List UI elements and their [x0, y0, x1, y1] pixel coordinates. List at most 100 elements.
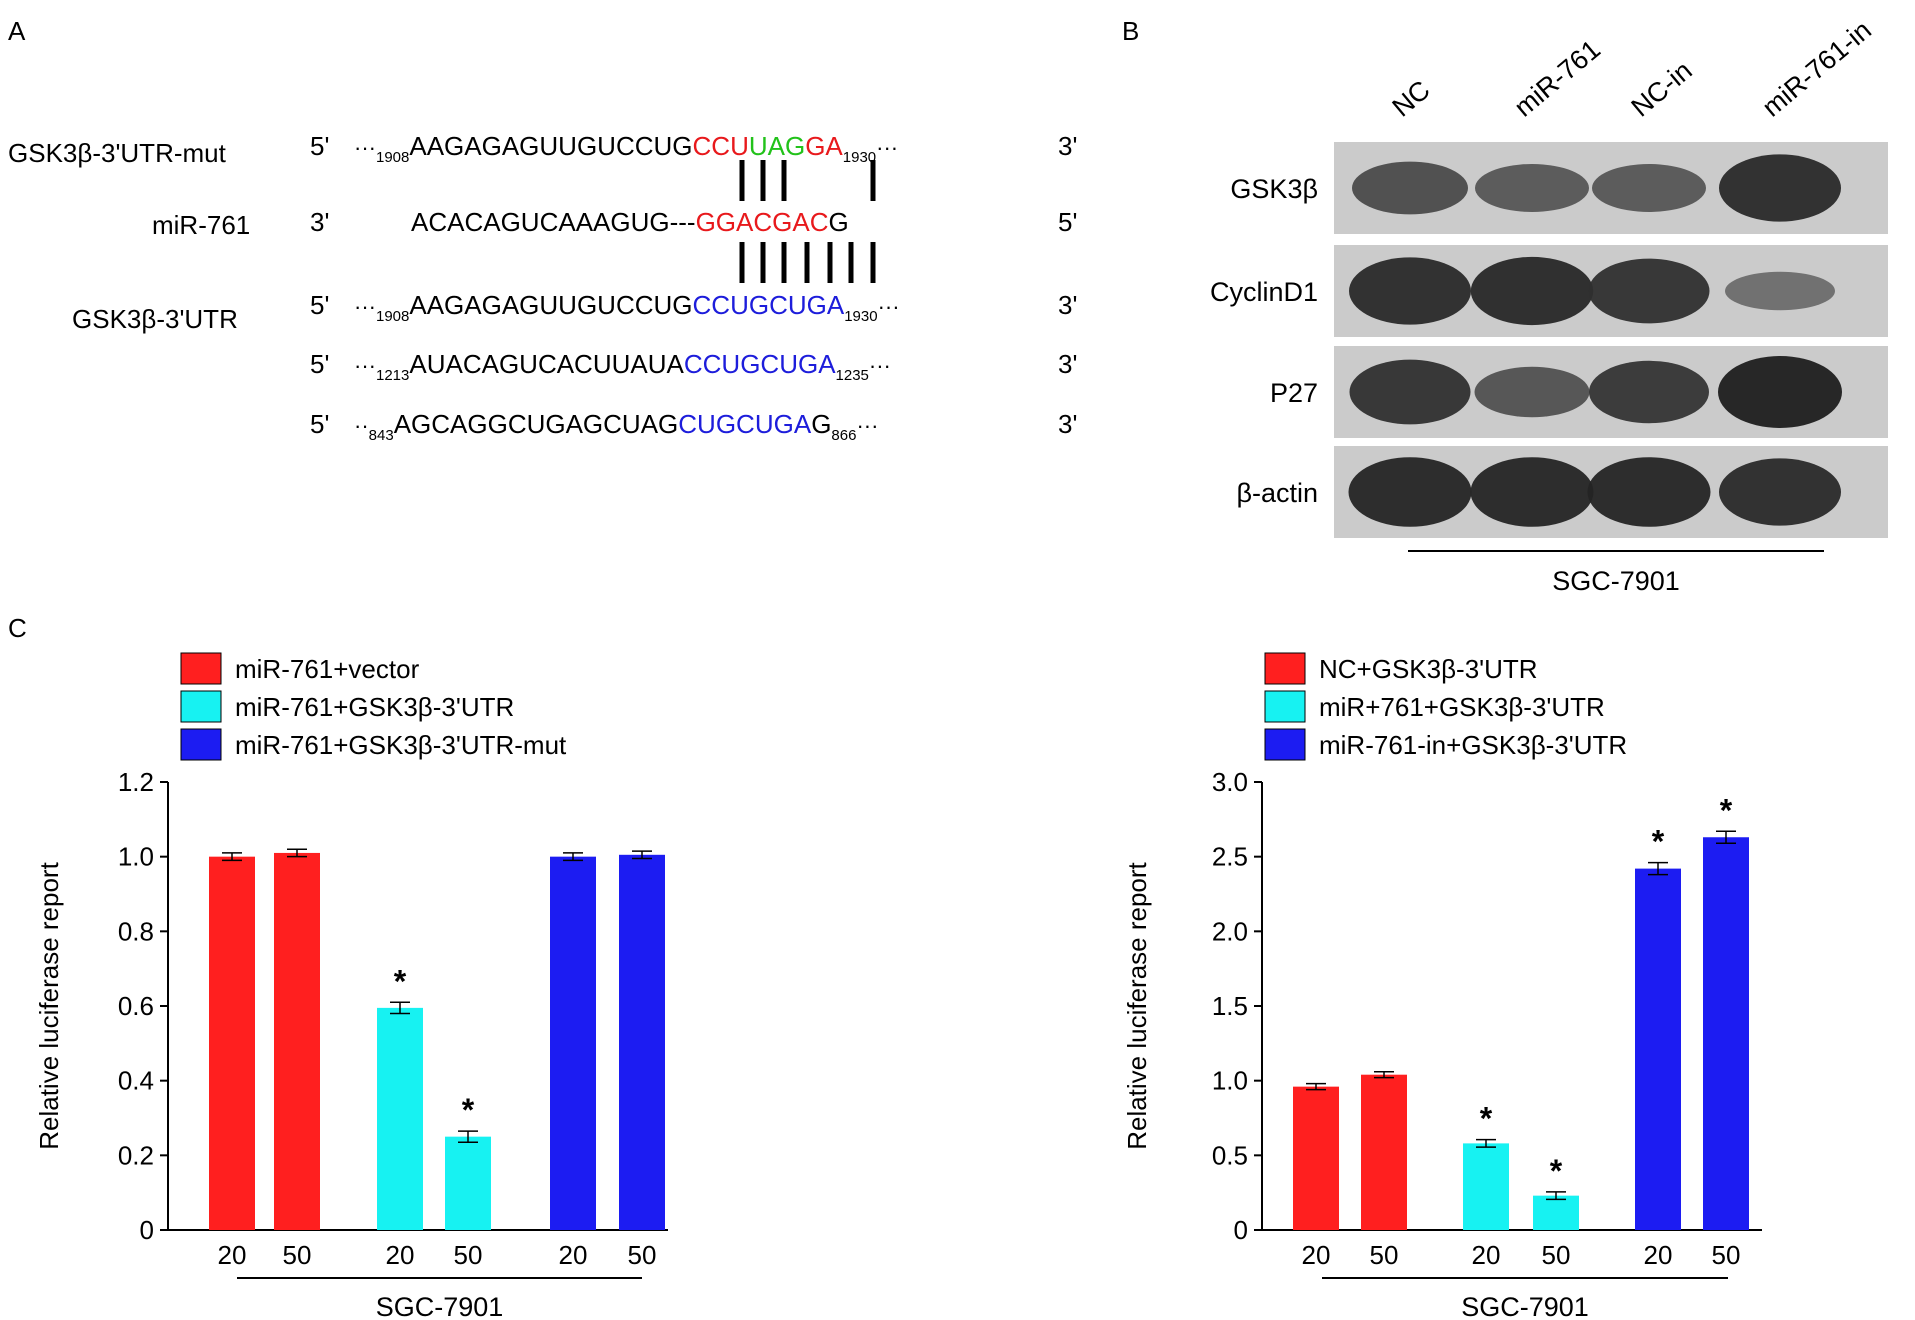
sequence-segment: GA: [805, 131, 843, 161]
blot-band: [1718, 356, 1842, 428]
y-tick-label: 2.0: [1212, 916, 1248, 946]
panel-label-a: A: [8, 16, 26, 46]
legend-label: miR-761+vector: [235, 654, 420, 684]
legend-swatch: [180, 690, 222, 723]
lane-label-mir-761-in: miR-761-in: [1757, 15, 1877, 123]
sequence-segment: CCUGCUGA: [684, 349, 836, 379]
y-tick-label: 0.6: [118, 991, 154, 1021]
bar: [619, 854, 665, 1230]
five-prime-row2: 3': [310, 207, 329, 237]
panel-b-western-blot: NC miR-761 NC-in miR-761-in GSK3β CyclinD1 P27…: [1210, 15, 1888, 596]
legend-swatch: [1264, 690, 1306, 723]
position-start: 1908: [376, 308, 409, 325]
y-tick-label: 1.5: [1212, 991, 1248, 1021]
protein-label: β-actin: [1236, 478, 1318, 508]
bar: [1703, 837, 1749, 1230]
lane-label-mir-761: miR-761: [1509, 34, 1606, 123]
bar: [1635, 868, 1681, 1230]
legend-label: miR-761+GSK3β-3'UTR-mut: [235, 730, 567, 760]
sequence-row-utr-843: ··843AGCAGGCUGAGCUAGCUGCUGAG866···: [354, 409, 878, 444]
legend-swatch: [180, 728, 222, 761]
protein-label: GSK3β: [1230, 174, 1318, 204]
sequence-segment: CUGCUGA: [678, 409, 812, 439]
ellipsis-end: ···: [869, 353, 891, 378]
bar: [550, 856, 596, 1230]
protein-label: P27: [1270, 378, 1318, 408]
five-prime-row4: 5': [310, 349, 329, 379]
y-tick-label: 0: [1234, 1215, 1248, 1245]
bar: [1361, 1074, 1407, 1230]
sequence-segment: GGACGAC: [696, 207, 829, 237]
x-tick-label: 20: [1302, 1240, 1331, 1270]
sequence-segment: G: [811, 409, 831, 439]
x-tick-label: 50: [1542, 1240, 1571, 1270]
y-tick-label: 1.0: [118, 842, 154, 872]
legend-label: miR-761+GSK3β-3'UTR: [235, 692, 514, 722]
blot-band: [1719, 458, 1841, 526]
significance-marker: *: [1550, 1153, 1563, 1189]
sequence-segment: AGCAGGCUGAGCUAG: [394, 409, 679, 439]
position-start: 1213: [376, 367, 409, 384]
bar: [274, 852, 320, 1230]
panel-c-right-chart: NC+GSK3β-3'UTR miR+761+GSK3β-3'UTR miR-761…: [1122, 652, 1762, 1320]
y-tick-label: 0.4: [118, 1066, 154, 1096]
row-label-mut: GSK3β-3'UTR-mut: [8, 138, 227, 168]
ellipsis-end: ···: [856, 413, 878, 438]
position-start: 1908: [376, 149, 409, 166]
sequence-segment: UAG: [749, 131, 805, 161]
sequence-row-mut: ···1908AAGAGAGUUGUCCUGCCUUAGGA1930···: [354, 131, 898, 166]
significance-marker: *: [462, 1092, 475, 1128]
blot-band: [1719, 154, 1841, 222]
sequence-segment: AAGAGAGUUGUCCUG: [409, 131, 692, 161]
cell-line-label: SGC-7901: [1552, 566, 1680, 596]
x-tick-label: 50: [454, 1240, 483, 1270]
panel-a-sequence-alignment: GSK3β-3'UTR-mut miR-761 GSK3β-3'UTR 5' 3…: [8, 131, 1077, 444]
blot-band: [1470, 457, 1594, 527]
blot-band: [1589, 360, 1709, 424]
y-axis-label: Relative luciferase report: [34, 861, 64, 1149]
position-end: 1930: [844, 308, 877, 325]
three-prime-row1: 3': [1058, 131, 1077, 161]
legend-label: miR+761+GSK3β-3'UTR: [1319, 692, 1605, 722]
x-tick-label: 20: [386, 1240, 415, 1270]
panel-label-b: B: [1122, 16, 1139, 46]
y-tick-label: 0.5: [1212, 1140, 1248, 1170]
x-tick-label: 50: [1712, 1240, 1741, 1270]
blot-band: [1475, 164, 1589, 212]
three-prime-row4: 3': [1058, 349, 1077, 379]
sequence-row-mir761: ACACAGUCAAAGUG---GGACGACG: [411, 207, 849, 237]
blot-band: [1348, 457, 1472, 527]
y-tick-label: 2.5: [1212, 842, 1248, 872]
sequence-segment: G: [829, 207, 849, 237]
significance-marker: *: [1652, 824, 1665, 860]
panel-c-left-chart: miR-761+vector miR-761+GSK3β-3'UTR miR-761…: [34, 652, 668, 1320]
y-tick-label: 1.0: [1212, 1066, 1248, 1096]
three-prime-row5: 3': [1058, 409, 1077, 439]
blot-band: [1474, 366, 1590, 418]
x-tick-label: 50: [628, 1240, 657, 1270]
sequence-row-utr-1213: ···1213AUACAGUCACUUAUACCUGCUGA1235···: [354, 349, 891, 384]
bar: [1463, 1143, 1509, 1230]
sequence-segment: CCU: [693, 131, 749, 161]
bar: [1533, 1195, 1579, 1230]
three-prime-row2: 5': [1058, 207, 1077, 237]
sequence-segment: CCUGCUGA: [693, 290, 845, 320]
legend-swatch: [1264, 652, 1306, 685]
y-tick-label: 0: [140, 1215, 154, 1245]
y-axis-label: Relative luciferase report: [1122, 861, 1152, 1149]
blot-band: [1592, 164, 1706, 212]
legend-label: miR-761-in+GSK3β-3'UTR: [1319, 730, 1627, 760]
lane-label-nc-in: NC-in: [1626, 55, 1698, 122]
y-tick-label: 3.0: [1212, 767, 1248, 797]
y-tick-label: 0.2: [118, 1140, 154, 1170]
blot-band: [1587, 457, 1711, 527]
blot-band: [1349, 359, 1471, 425]
pairing-bars-upper: [739, 160, 876, 201]
sequence-segment: AUACAGUCACUUAUA: [409, 349, 684, 379]
ellipsis-end: ···: [878, 294, 900, 319]
ellipsis-start: ···: [354, 353, 376, 378]
blot-band: [1352, 161, 1468, 215]
five-prime-row3: 5': [310, 290, 329, 320]
three-prime-row3: 3': [1058, 290, 1077, 320]
